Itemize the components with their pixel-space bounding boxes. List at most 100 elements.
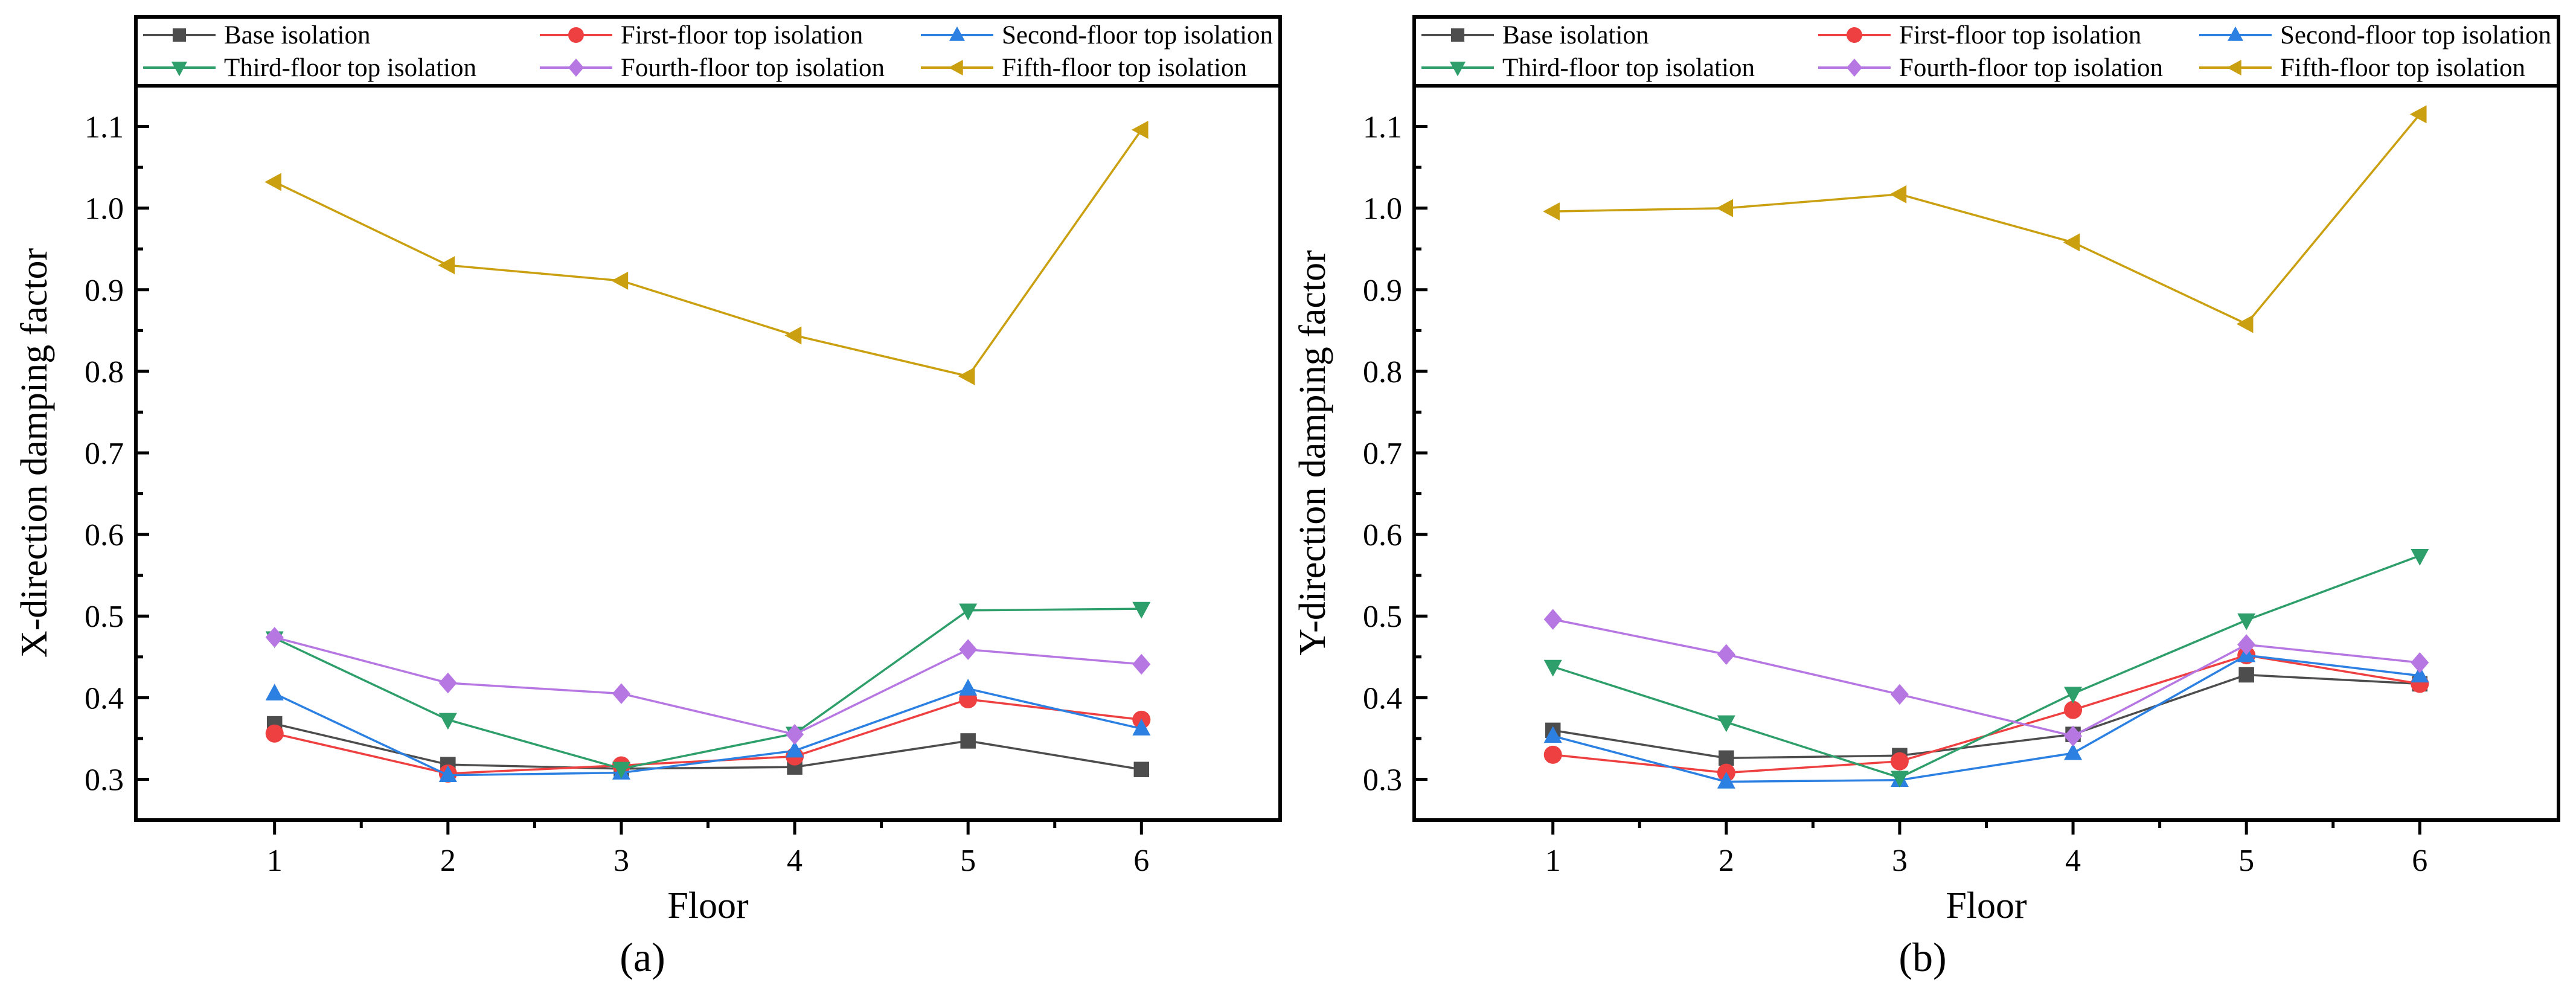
legend-label: Base isolation (224, 21, 370, 50)
y-tick-label: 0.5 (85, 600, 124, 634)
data-point (2237, 613, 2256, 630)
x-tick-label: 3 (1892, 844, 1908, 878)
legend-marker (172, 28, 187, 42)
data-point (2411, 665, 2429, 683)
data-point (438, 672, 457, 694)
x-tick-label: 6 (1133, 844, 1149, 878)
data-point (2236, 315, 2254, 333)
y-tick-label: 0.5 (1363, 600, 1402, 634)
legend-item: Base isolation (1421, 21, 1648, 50)
legend-label: Fifth-floor top isolation (2280, 54, 2525, 82)
x-tick-label: 5 (960, 844, 976, 878)
series-line (274, 129, 1142, 377)
series-line (1552, 114, 2421, 325)
x-tick-label: 4 (2065, 844, 2081, 878)
data-point (1543, 202, 1560, 221)
data-point (265, 627, 284, 648)
x-tick-label: 6 (2412, 844, 2427, 878)
x-tick-label: 2 (440, 844, 456, 878)
plot-frame (1412, 15, 2560, 822)
y-tick-label: 0.4 (85, 681, 124, 716)
series (1543, 646, 2429, 782)
legend-item: Base isolation (143, 21, 370, 50)
legend: Base isolation First-floor top isolation S… (1421, 21, 2551, 82)
x-axis-title: Floor (1946, 885, 2027, 926)
series-line (274, 687, 1142, 777)
y-axis: 0.3 0.4 0.5 0.6 0.7 0.8 0.9 1.0 1.1 (85, 111, 149, 797)
data-point (2411, 548, 2429, 566)
data-point (2409, 105, 2427, 124)
data-point (2411, 652, 2429, 673)
data-point (1719, 750, 1734, 766)
data-point (786, 723, 804, 745)
y-tick-label: 1.1 (85, 111, 124, 145)
x-axis: 1 2 3 4 5 6 (1545, 820, 2427, 878)
legend-label: Third-floor top isolation (1502, 54, 1755, 82)
y-tick-label: 0.7 (85, 437, 124, 471)
series-line (1552, 654, 2420, 774)
data-point (612, 761, 630, 779)
series (265, 627, 1151, 745)
series (265, 678, 1151, 782)
series (266, 716, 1150, 777)
data-point (438, 713, 457, 730)
y-tick-label: 1.1 (1363, 111, 1402, 145)
legend-marker (949, 26, 965, 41)
y-axis: 0.3 0.4 0.5 0.6 0.7 0.8 0.9 1.0 1.1 (1363, 111, 1427, 797)
y-axis-title: Y-direction damping factor (1292, 250, 1333, 656)
series-line (274, 607, 1142, 770)
series-line (274, 722, 1142, 771)
panel-b: Base isolation First-floor top isolation S… (1292, 15, 2560, 926)
legend-label: Base isolation (1502, 21, 1648, 50)
x-tick-label: 3 (614, 844, 629, 878)
series-line (1552, 673, 2420, 760)
plot-frame (134, 15, 1282, 822)
legend-label: First-floor top isolation (621, 21, 863, 50)
y-tick-label: 0.3 (85, 763, 124, 797)
legend-item: Fourth-floor top isolation (539, 54, 885, 82)
data-point (1717, 644, 1735, 665)
series (1545, 667, 2428, 766)
data-point (2064, 743, 2083, 760)
data-point (1132, 601, 1151, 619)
legend-label: Fourth-floor top isolation (621, 54, 885, 82)
data-point (1543, 726, 1562, 743)
data-point (784, 326, 802, 345)
series (264, 120, 1149, 385)
legend-marker (171, 62, 187, 77)
legend-label: Fifth-floor top isolation (1002, 54, 1247, 82)
legend-marker (568, 27, 584, 43)
legend-item: Third-floor top isolation (1421, 54, 1755, 82)
legend-marker (568, 59, 584, 77)
x-tick-label: 4 (787, 844, 803, 878)
data-point (1890, 684, 1909, 705)
data-point (1543, 659, 1562, 677)
series-line (1552, 654, 2420, 783)
legend-label: Second-floor top isolation (1002, 21, 1273, 50)
data-point (611, 271, 629, 290)
series (1543, 548, 2429, 788)
legend-label: First-floor top isolation (1899, 21, 2141, 50)
data-point (1543, 609, 1562, 630)
legend-label: Second-floor top isolation (2280, 21, 2551, 50)
series-line (274, 636, 1142, 736)
caption-a: (a) (620, 934, 665, 980)
data-point (2237, 634, 2256, 655)
legend-item: Fourth-floor top isolation (1818, 54, 2163, 82)
y-tick-label: 0.9 (1363, 274, 1402, 308)
legend-item: First-floor top isolation (1818, 21, 2141, 50)
legend-marker (1846, 27, 1862, 43)
caption-b: (b) (1898, 934, 1946, 980)
y-tick-label: 0.8 (85, 355, 124, 390)
data-point (958, 367, 975, 385)
data-point (2064, 725, 2083, 747)
legend-item: Fifth-floor top isolation (2199, 54, 2525, 82)
x-tick-label: 1 (267, 844, 283, 878)
legend-item: Fifth-floor top isolation (920, 54, 1247, 82)
legend-item: Second-floor top isolation (2199, 21, 2551, 50)
legend-label: Third-floor top isolation (224, 54, 476, 82)
legend-item: First-floor top isolation (539, 21, 863, 50)
legend-marker (2227, 26, 2243, 41)
data-point (960, 733, 976, 749)
